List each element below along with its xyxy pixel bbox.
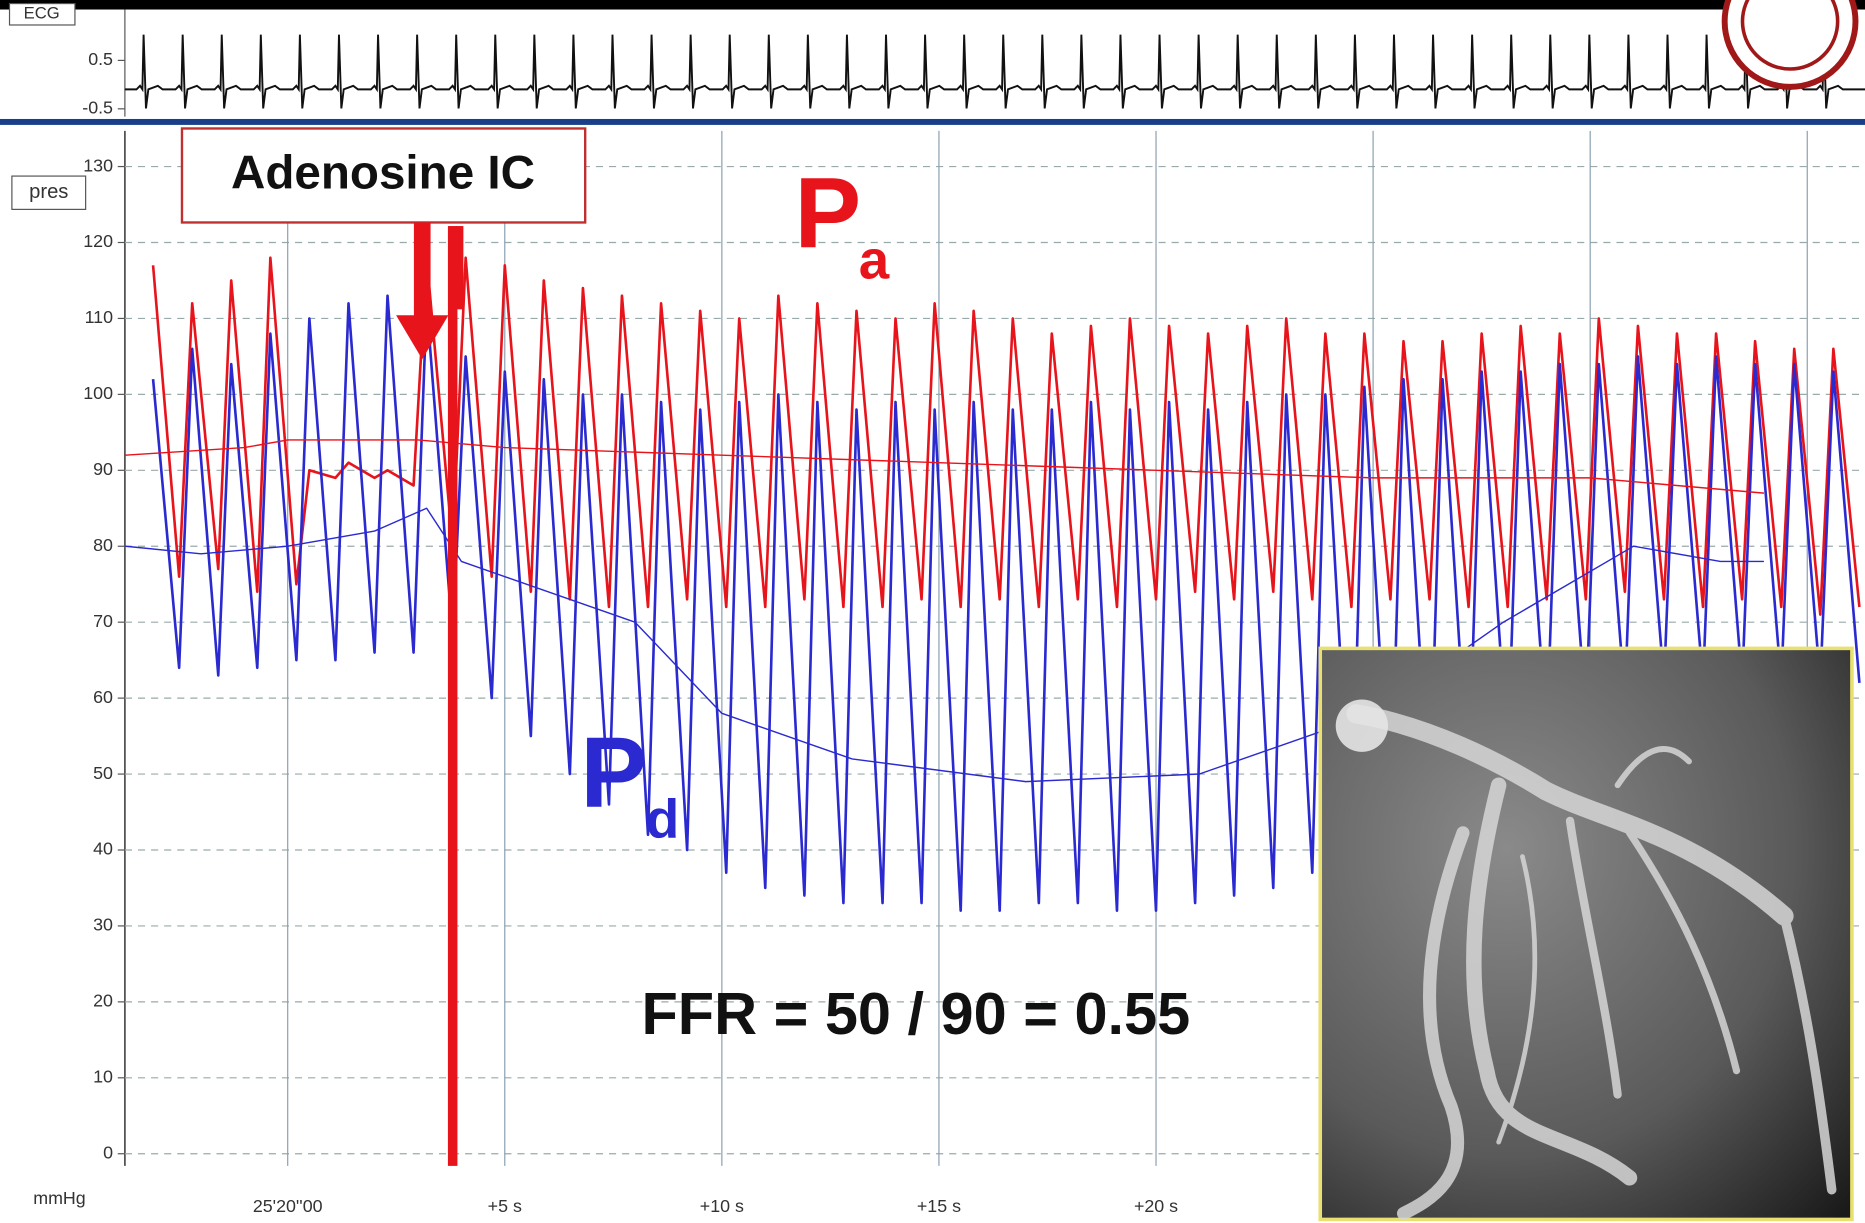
event-marker-top — [455, 226, 463, 309]
event-label: Adenosine IC — [231, 147, 535, 200]
y-tick-label: 90 — [93, 459, 113, 479]
event-marker — [448, 226, 458, 1166]
y-tick-label: 100 — [83, 383, 113, 403]
y-tick-label: 120 — [83, 231, 113, 251]
y-tick-label: 40 — [93, 839, 113, 859]
ecg-tick-label: 0.5 — [88, 49, 113, 69]
top-border — [0, 0, 1865, 10]
y-tick-label: 30 — [93, 915, 113, 935]
y-tick-label: 70 — [93, 611, 113, 631]
y-tick-label: 60 — [93, 687, 113, 707]
separator — [0, 119, 1865, 125]
y-tick-label: 20 — [93, 991, 113, 1011]
pd-subscript: d — [646, 788, 679, 850]
arrow-shaft — [414, 222, 431, 317]
pa-subscript: a — [859, 229, 890, 291]
y-tick-label: 0 — [103, 1142, 113, 1162]
y-tick-label: 50 — [93, 763, 113, 783]
x-tick-label: +10 s — [700, 1196, 744, 1216]
pa-label: P — [795, 159, 862, 270]
x-tick-label: 25'20''00 — [253, 1196, 323, 1216]
pd-label: P — [580, 718, 647, 829]
y-unit: mmHg — [33, 1188, 85, 1208]
ecg-tick-label: -0.5 — [82, 98, 113, 118]
x-tick-label: +15 s — [917, 1196, 961, 1216]
x-tick-label: +5 s — [488, 1196, 522, 1216]
angiogram — [1320, 648, 1852, 1219]
y-tick-label: 130 — [83, 155, 113, 175]
y-tick-label: 10 — [93, 1067, 113, 1087]
y-label: pres — [29, 181, 68, 203]
y-tick-label: 110 — [85, 307, 114, 327]
y-tick-label: 80 — [93, 535, 113, 555]
x-tick-label: +20 s — [1134, 1196, 1178, 1216]
catheter-tip — [1336, 700, 1388, 752]
screen: ECG pres mmHg 0 10 20 30 40 50 60 70 80 90 100 110 1… — [0, 0, 1865, 1223]
ffr-result: FFR = 50 / 90 = 0.55 — [641, 980, 1190, 1047]
ecg-label: ECG — [24, 4, 60, 23]
page: ECG pres mmHg 0 10 20 30 40 50 60 70 80 90 100 110 1… — [0, 0, 1865, 1223]
